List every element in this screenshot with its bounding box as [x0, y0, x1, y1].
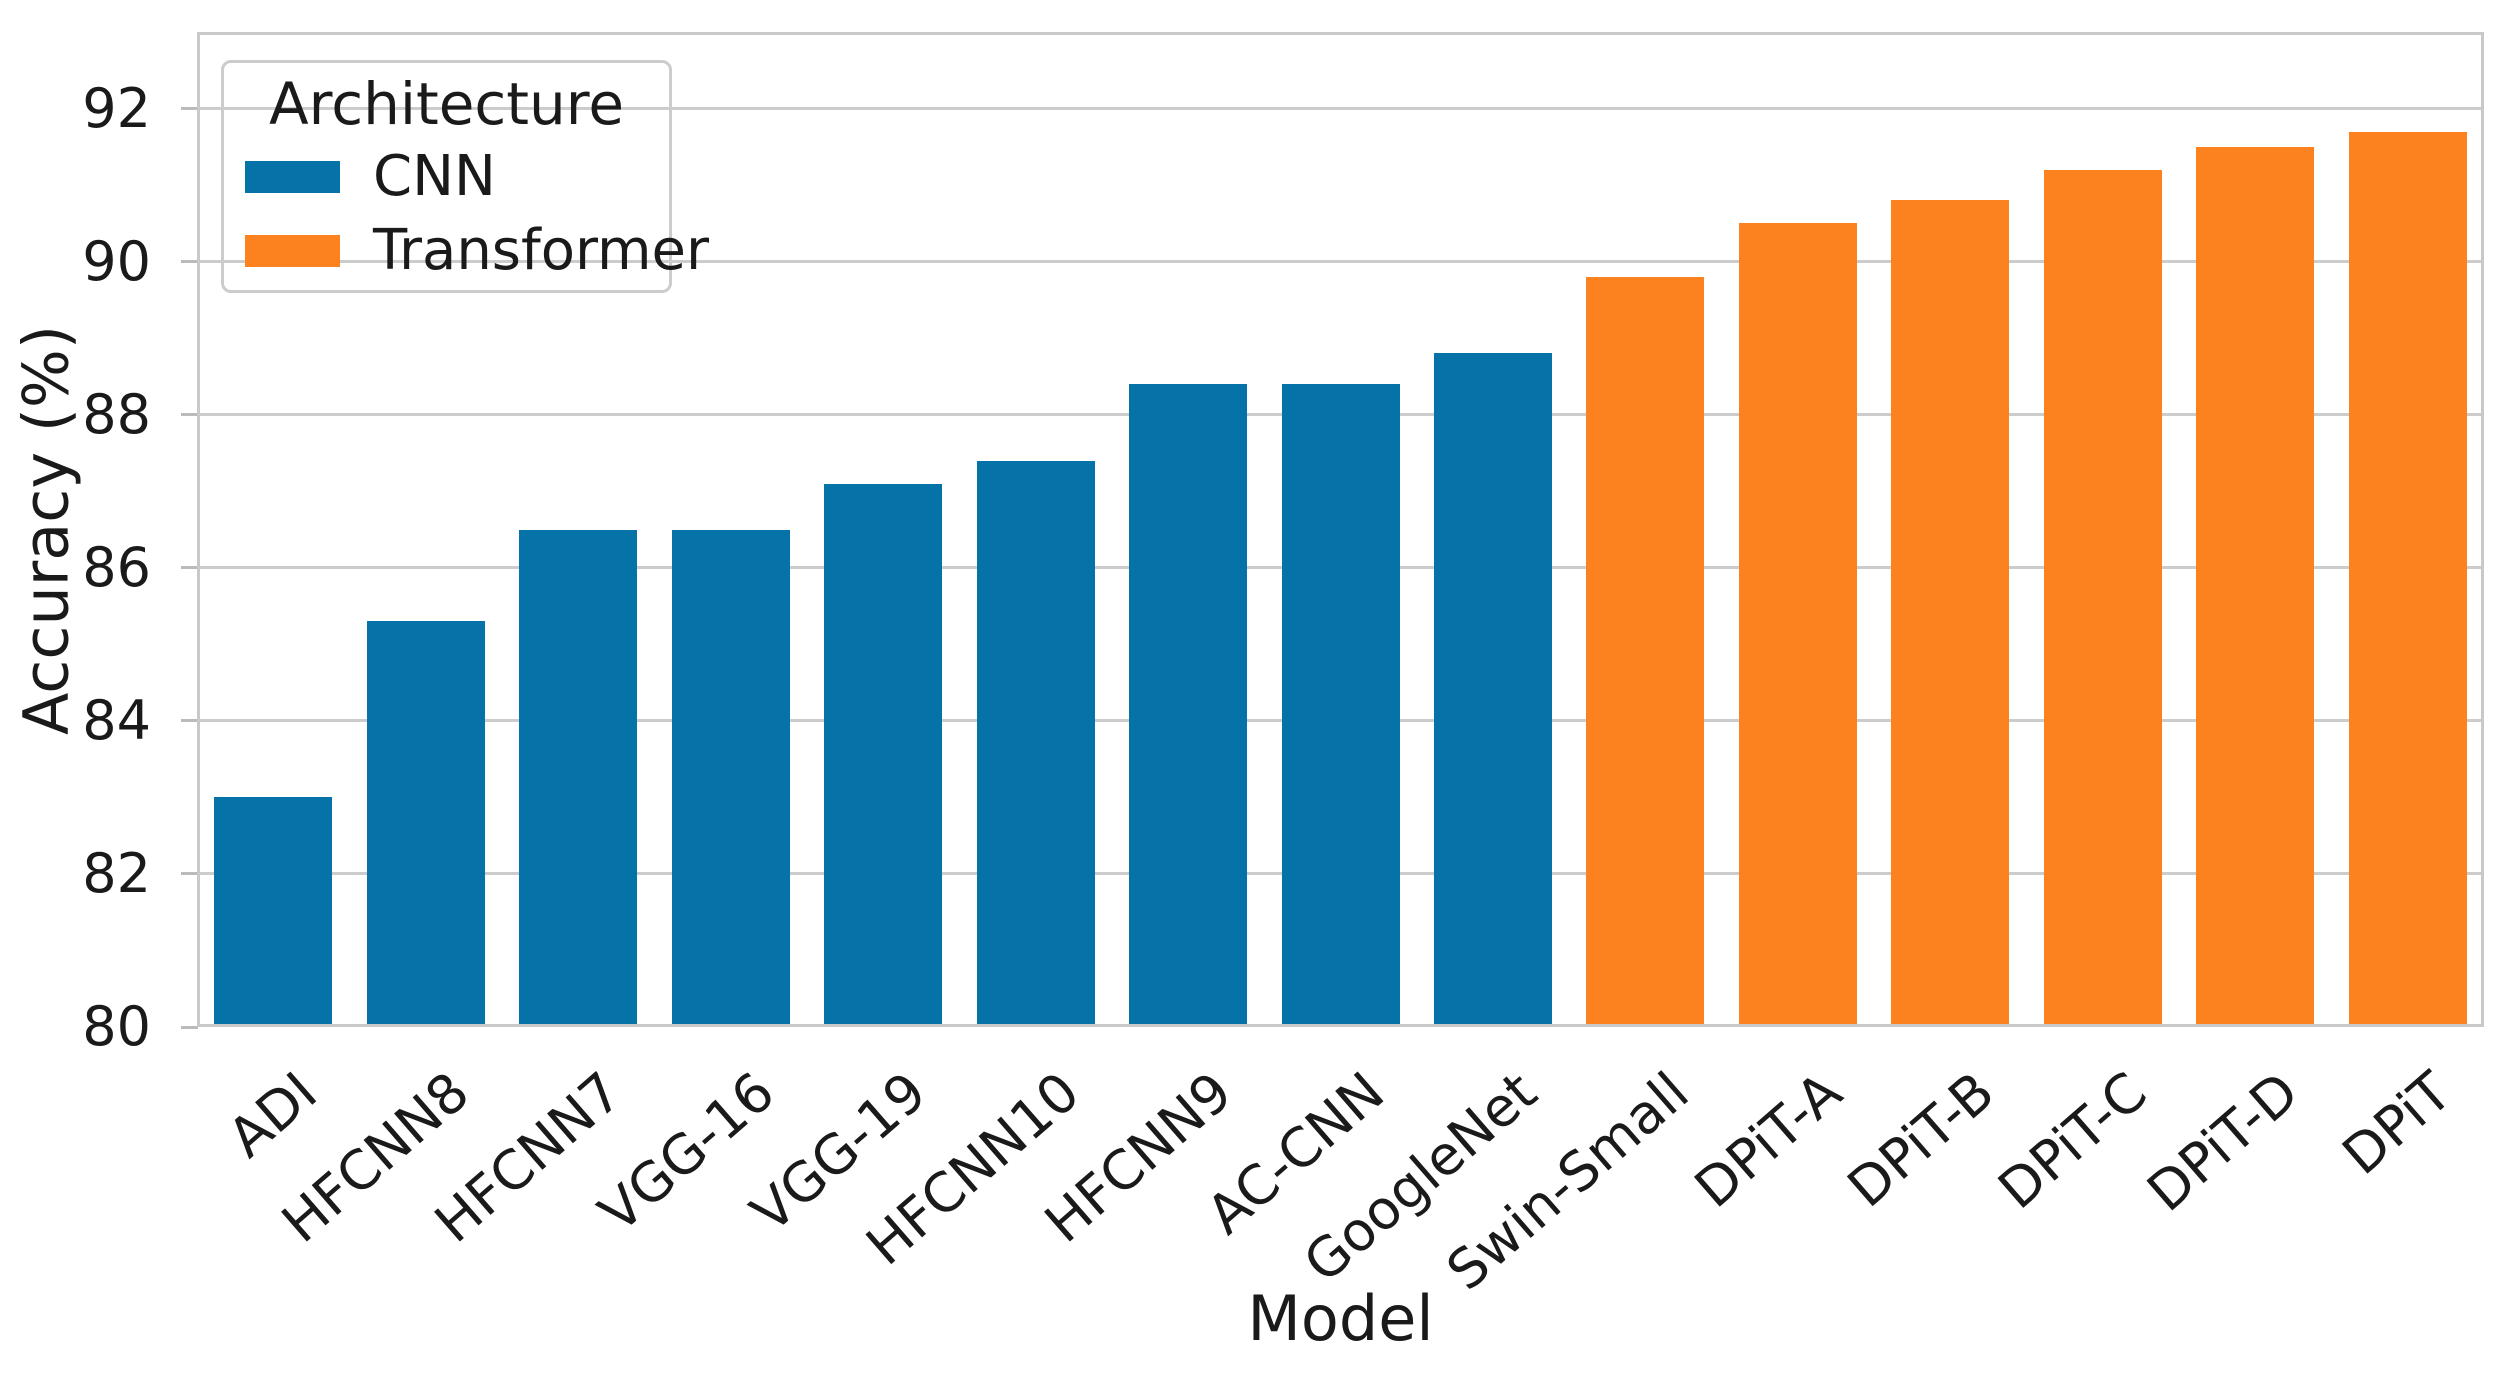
y-tick-mark-88: [181, 413, 198, 417]
x-tick-label-dpit-c: DPiT-C: [1986, 1060, 2159, 1222]
bar-vgg-19: [824, 483, 943, 1027]
legend-swatch-cnn: [245, 161, 340, 193]
y-tick-label-92: 92: [82, 76, 151, 140]
bar-dpit-d: [2196, 146, 2315, 1027]
bar-hfcnn10: [976, 460, 1095, 1027]
bar-dpit: [2348, 131, 2467, 1027]
x-tick-label-dpit-b: DPiT-B: [1835, 1060, 2006, 1220]
y-tick-label-82: 82: [82, 841, 151, 905]
bar-swin-small: [1586, 276, 1705, 1027]
x-axis-title: Model: [1247, 1282, 1434, 1355]
bar-vgg-16: [671, 529, 790, 1027]
plot-area: [197, 32, 2484, 1027]
y-tick-mark-92: [181, 107, 198, 111]
bar-dpit-a: [1738, 223, 1857, 1027]
bar-hfcnn8: [366, 621, 485, 1027]
y-tick-label-86: 86: [82, 535, 151, 599]
bar-ac-cnn: [1281, 384, 1400, 1027]
bar-dpit-b: [1891, 200, 2010, 1027]
legend: Architecture CNN Transformer: [221, 60, 709, 293]
y-tick-label-84: 84: [82, 688, 151, 752]
bar-hfcnn7: [519, 529, 638, 1027]
x-tick-label-adi: ADI: [215, 1060, 329, 1170]
legend-label-transformer: Transformer: [373, 218, 710, 283]
bar-dpit-c: [2043, 169, 2162, 1027]
gridline-y-92: [197, 107, 2484, 111]
bar-hfcnn9: [1129, 384, 1248, 1027]
y-tick-label-90: 90: [82, 229, 151, 293]
y-axis-title: Accuracy (%): [9, 324, 83, 736]
y-tick-label-88: 88: [82, 382, 151, 446]
x-tick-label-dpit: DPiT: [2330, 1060, 2464, 1187]
x-tick-label-dpit-a: DPiT-A: [1682, 1060, 1854, 1220]
legend-label-cnn: CNN: [373, 144, 496, 209]
legend-swatch-transformer: [245, 235, 340, 267]
gridline-y-90: [197, 260, 2484, 264]
y-tick-mark-82: [181, 872, 198, 876]
legend-title: Architecture: [268, 70, 625, 138]
y-tick-mark-80: [181, 1025, 198, 1029]
y-tick-mark-84: [181, 719, 198, 723]
y-tick-mark-86: [181, 566, 198, 570]
x-tick-label-dpit-d: DPiT-D: [2135, 1060, 2311, 1224]
y-tick-mark-90: [181, 260, 198, 264]
bar-adi: [214, 797, 333, 1027]
y-tick-label-80: 80: [82, 995, 151, 1058]
bar-googlenet: [1433, 353, 1552, 1027]
